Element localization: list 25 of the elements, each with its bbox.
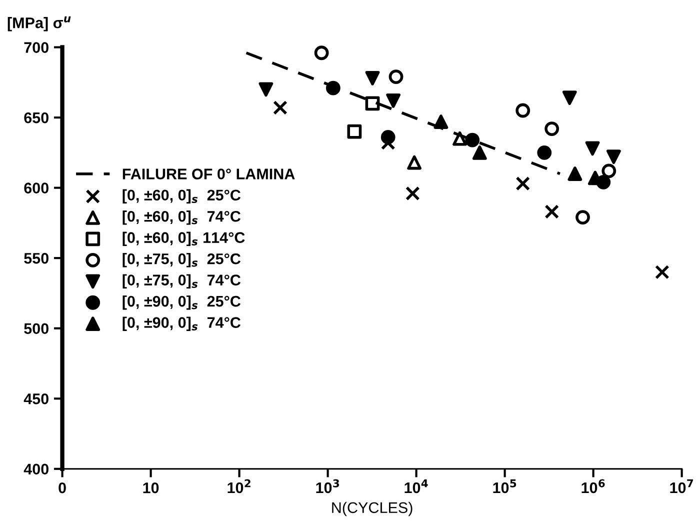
legend-label: [0, ±60, 0]$_{s}$ 114°C [122,232,245,246]
y-tick-label: 600 [24,182,48,194]
y-tick-label: 400 [24,464,48,475]
y-tick-label: 500 [24,323,48,334]
legend-label: FAILURE OF 0° LAMINA [122,168,295,180]
legend-label: [0, ±75, 0]$_{s}$ 25°C [122,253,241,268]
legend-label: [0, ±90, 0]$_{s}$ 25°C [122,295,241,310]
y-tick-label: 550 [24,252,48,264]
legend-label: [0, ±90, 0]$_{s}$ 74°C [122,316,241,331]
y-tick-label: 700 [24,42,48,53]
x-tick-label: 10$^{6}$ [582,479,605,494]
legend-label: [0, ±60, 0]$_{s}$ 25°C [122,189,241,204]
x-tick-label: 10$^{3}$ [316,479,339,494]
x-tick-label: 10 [143,482,159,494]
x-tick-label: 10$^{7}$ [670,479,693,494]
x-tick-label: 10$^{5}$ [493,479,516,494]
legend-label: [0, ±60, 0]$_{s}$ 74°C [122,210,241,225]
x-tick-label: 10$^{4}$ [404,479,428,494]
x-tick-label: 0 [58,482,66,494]
x-tick-label: 10$^{2}$ [228,479,250,494]
legend-label: [0, ±75, 0]$_{s}$ 74°C [122,274,241,288]
x-axis-title: N(CYCLES) [332,502,412,516]
y-axis-title: [MPa] σ$^{u}$ [8,16,71,32]
y-tick-label: 650 [24,112,48,124]
y-tick-label: 450 [24,393,48,404]
